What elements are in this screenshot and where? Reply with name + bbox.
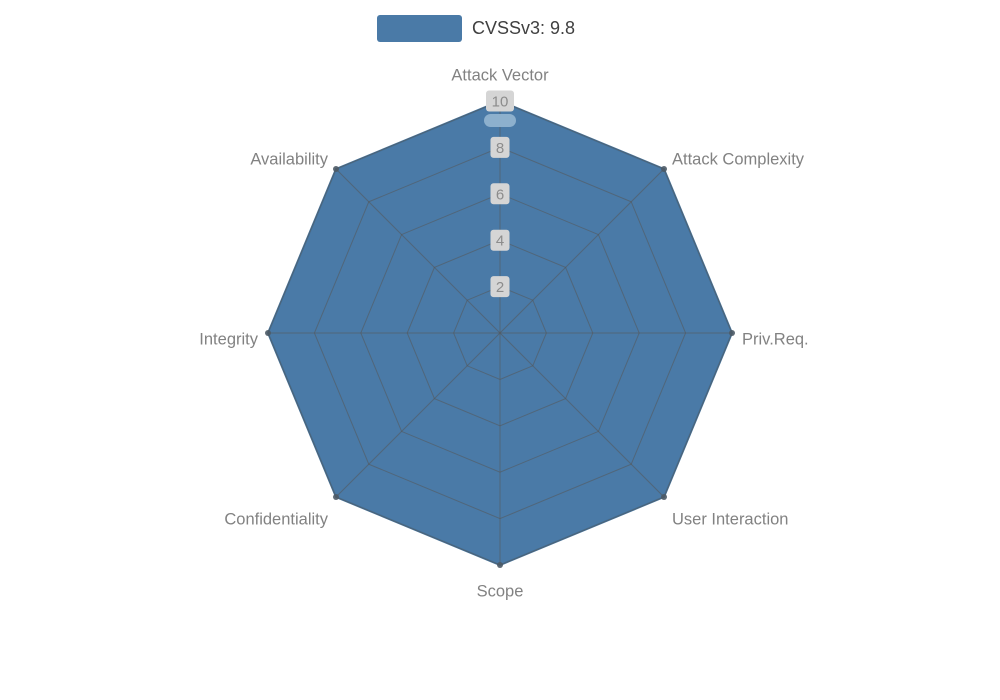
axis-line-attack-complexity	[499, 168, 665, 334]
axis-label-attack-vector: Attack Vector	[451, 67, 549, 85]
axis-line-availability	[335, 168, 501, 334]
axis-label-availability: Availability	[250, 151, 328, 169]
axis-label-scope: Scope	[477, 583, 524, 601]
tick-label-2: 2	[496, 279, 504, 296]
axis-label-user-interaction: User Interaction	[672, 511, 788, 529]
active-point-marker	[484, 114, 516, 127]
axis-label-priv-req: Priv.Req.	[742, 331, 809, 349]
axis-label-attack-complexity: Attack Complexity	[672, 151, 805, 169]
legend-label: CVSSv3: 9.8	[471, 18, 576, 38]
tick-bg-6	[490, 183, 510, 205]
data-point-availability	[333, 166, 339, 172]
tick-bg-10	[486, 90, 514, 112]
tick-label-6: 6	[496, 186, 504, 203]
tick-label-4: 4	[496, 233, 504, 250]
data-point-scope	[497, 562, 503, 568]
data-point-attack-complexity	[661, 166, 667, 172]
tick-label-10: 10	[492, 94, 509, 111]
legend[interactable]: CVSSv3: 9.8	[0, 15, 952, 42]
axis-line-confidentiality	[335, 332, 501, 498]
axis-line-user-interaction	[499, 332, 665, 498]
data-point-user-interaction	[661, 494, 667, 500]
legend-swatch[interactable]	[376, 15, 462, 42]
tick-bg-2	[490, 276, 510, 298]
data-point-priv-req	[729, 330, 735, 336]
data-point-confidentiality	[333, 494, 339, 500]
axis-label-integrity: Integrity	[199, 331, 258, 349]
data-point-integrity	[265, 330, 271, 336]
tick-bg-4	[490, 229, 510, 251]
axis-label-confidentiality: Confidentiality	[224, 511, 328, 529]
tick-bg-8	[490, 136, 510, 158]
tick-label-8: 8	[496, 140, 504, 157]
